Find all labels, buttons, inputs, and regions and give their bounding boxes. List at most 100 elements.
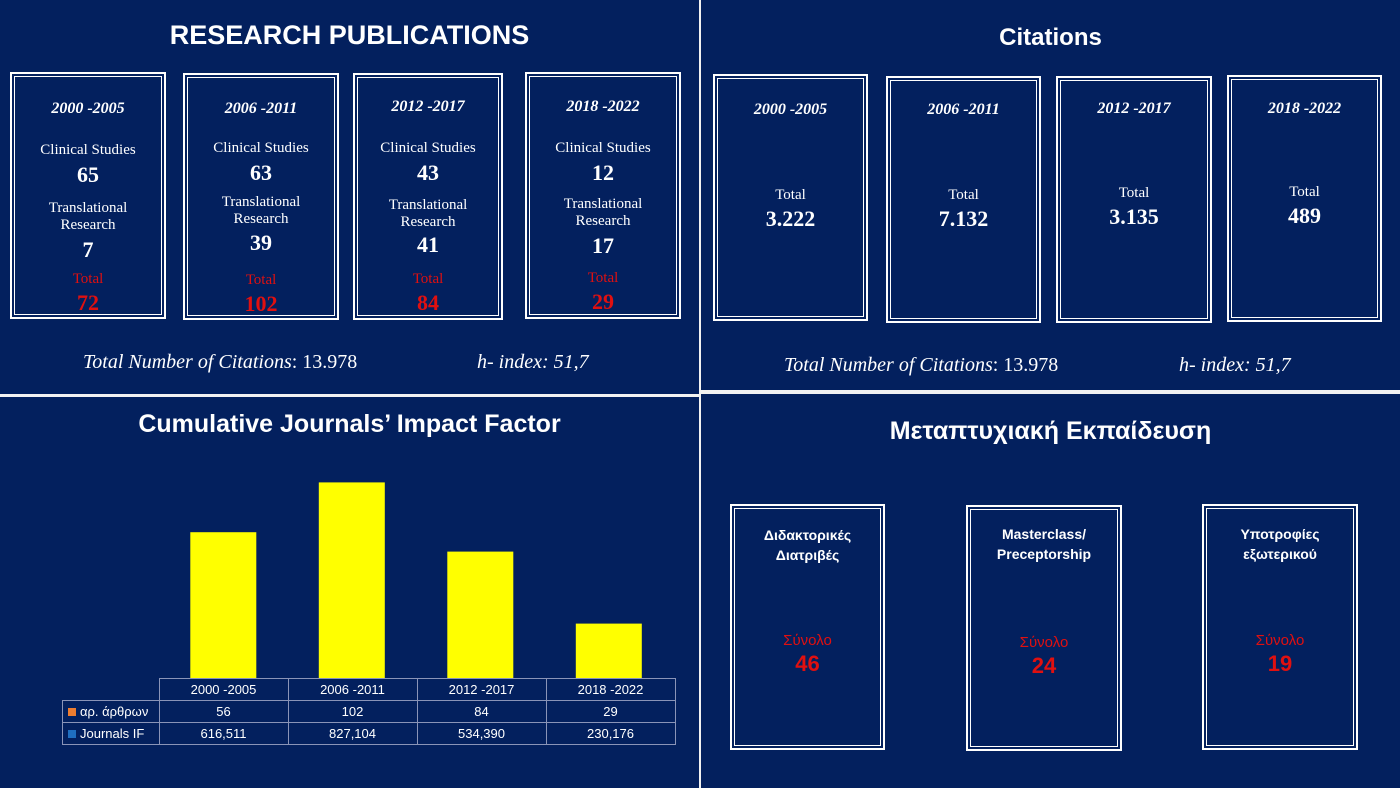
table-cell: 29	[545, 700, 676, 723]
table-row-header: αρ. άρθρων	[62, 700, 160, 723]
card-label: Masterclass/ Preceptorship	[996, 526, 1092, 562]
table-cell: 56	[158, 700, 289, 723]
translational-value: 41	[417, 232, 439, 257]
total-value: 46	[795, 651, 820, 676]
table-header-cell: 2000 -2005	[158, 678, 289, 701]
table-header-row: 2000 -2005 2006 -2011 2012 -2017 2018 -2…	[62, 678, 676, 701]
period-label: 2018 -2022	[1267, 100, 1342, 117]
card-label: Υποτροφίες εξωτερικού	[1240, 526, 1320, 562]
table-row: Journals IF 616,511 827,104 534,390 230,…	[62, 722, 676, 745]
legend-swatch-blue	[68, 730, 76, 738]
clinical-value: 65	[77, 162, 99, 187]
impact-factor-chart	[190, 482, 642, 678]
citations-card-2006-2011: 2006 -2011 Total 7.132	[886, 76, 1041, 323]
bar-2012-2017	[447, 551, 514, 678]
total-label: Total	[412, 271, 444, 287]
clinical-label: Clinical Studies	[380, 140, 476, 156]
total-citations-value: : 13.978	[291, 351, 358, 373]
chart-data-table: 2000 -2005 2006 -2011 2012 -2017 2018 -2…	[62, 678, 676, 745]
clinical-value: 63	[250, 160, 272, 185]
total-value: 29	[592, 289, 614, 314]
impact-factor-panel: Cumulative Journals’ Impact Factor 2000 …	[0, 397, 699, 788]
translational-label: Translational Research	[48, 200, 128, 233]
h-index-text: h- index: 51,7	[1179, 354, 1291, 376]
period-label: 2000 -2005	[51, 100, 125, 117]
table-header-cell: 2012 -2017	[416, 678, 547, 701]
bar-2006-2011	[318, 482, 385, 678]
table-cell: 102	[287, 700, 418, 723]
publications-card-2000-2005: 2000 -2005 Clinical Studies 65 Translati…	[10, 72, 166, 319]
total-value: 84	[417, 290, 439, 315]
clinical-label: Clinical Studies	[213, 140, 309, 156]
legend-swatch-orange	[68, 708, 76, 716]
period-label: 2012 -2017	[391, 98, 465, 115]
total-value: 19	[1267, 651, 1293, 676]
total-value: 7.132	[938, 206, 989, 231]
table-cell: 827,104	[287, 722, 418, 745]
citations-card-2018-2022: 2018 -2022 Total 489	[1227, 75, 1382, 322]
citations-title: Citations	[999, 24, 1102, 51]
series-name: Journals IF	[80, 726, 145, 741]
total-label: Σύνολο	[783, 632, 832, 649]
card-label: Διδακτορικές Διατριβές	[763, 527, 852, 563]
period-label: 2018 -2022	[566, 98, 640, 115]
total-label: Total	[587, 270, 619, 286]
translational-label: Translational Research	[221, 194, 301, 227]
bar-2000-2005	[190, 532, 257, 678]
total-citations-label: Total Number of Citations	[784, 354, 993, 376]
translational-value: 7	[82, 237, 94, 262]
chart-title: Cumulative Journals’ Impact Factor	[138, 410, 561, 438]
period-label: 2006 -2011	[927, 101, 1000, 118]
table-header-cell: 2018 -2022	[545, 678, 676, 701]
period-label: 2000 -2005	[753, 101, 828, 118]
publications-title: RESEARCH PUBLICATIONS	[169, 20, 530, 50]
translational-label: Translational Research	[563, 196, 643, 229]
translational-value: 39	[250, 230, 272, 255]
total-label: Total	[775, 187, 806, 203]
postgrad-card-doctoral: Διδακτορικές Διατριβές Σύνολο 46	[730, 504, 885, 750]
total-value: 72	[77, 290, 99, 315]
clinical-value: 43	[417, 160, 439, 185]
bar-2018-2022	[575, 623, 642, 678]
total-value: 489	[1288, 203, 1321, 228]
publications-panel: RESEARCH PUBLICATIONS 2000 -2005 Clinica…	[0, 0, 699, 394]
total-label: Total	[948, 187, 979, 203]
table-row-header: Journals IF	[62, 722, 160, 745]
table-cell: 84	[416, 700, 547, 723]
publications-card-2012-2017: 2012 -2017 Clinical Studies 43 Translati…	[353, 73, 503, 320]
total-label: Total	[1118, 185, 1150, 201]
postgrad-card-masterclass: Masterclass/ Preceptorship Σύνολο 24	[966, 505, 1122, 751]
citations-card-2000-2005: 2000 -2005 Total 3.222	[713, 74, 868, 321]
publications-card-2018-2022: 2018 -2022 Clinical Studies 12 Translati…	[525, 72, 681, 319]
clinical-label: Clinical Studies	[555, 140, 651, 156]
total-label: Σύνολο	[1019, 634, 1069, 651]
clinical-label: Clinical Studies	[40, 142, 136, 158]
clinical-value: 12	[592, 160, 614, 185]
total-value: 3.222	[765, 206, 816, 231]
postgrad-panel: Μεταπτυχιακή Εκπαίδευση Διδακτορικές Δια…	[701, 394, 1400, 788]
table-header-cell: 2006 -2011	[287, 678, 418, 701]
table-row: αρ. άρθρων 56 102 84 29	[62, 700, 676, 723]
total-citations-label: Total Number of Citations	[83, 351, 292, 373]
total-citations-text: Total Number of Citations: 13.978	[784, 354, 1058, 377]
translational-label: Translational Research	[388, 197, 468, 230]
period-label: 2006 -2011	[224, 100, 298, 117]
period-label: 2012 -2017	[1097, 100, 1171, 117]
total-citations-text: Total Number of Citations: 13.978	[83, 351, 357, 374]
series-name: αρ. άρθρων	[80, 704, 149, 719]
h-index-text: h- index: 51,7	[477, 351, 589, 373]
citations-card-2012-2017: 2012 -2017 Total 3.135	[1056, 76, 1212, 323]
total-label: Total	[245, 272, 277, 288]
table-corner-cell	[62, 678, 160, 701]
table-cell: 616,511	[158, 722, 289, 745]
total-value: 24	[1031, 653, 1057, 678]
total-label: Σύνολο	[1255, 632, 1305, 649]
table-cell: 534,390	[416, 722, 547, 745]
citations-panel: Citations 2000 -2005 Total 3.222 2006 -2…	[701, 0, 1400, 390]
table-cell: 230,176	[545, 722, 676, 745]
total-value: 3.135	[1109, 204, 1159, 229]
translational-value: 17	[592, 233, 614, 258]
total-label: Total	[1289, 184, 1320, 200]
total-value: 102	[244, 291, 278, 316]
postgrad-title: Μεταπτυχιακή Εκπαίδευση	[889, 417, 1212, 445]
